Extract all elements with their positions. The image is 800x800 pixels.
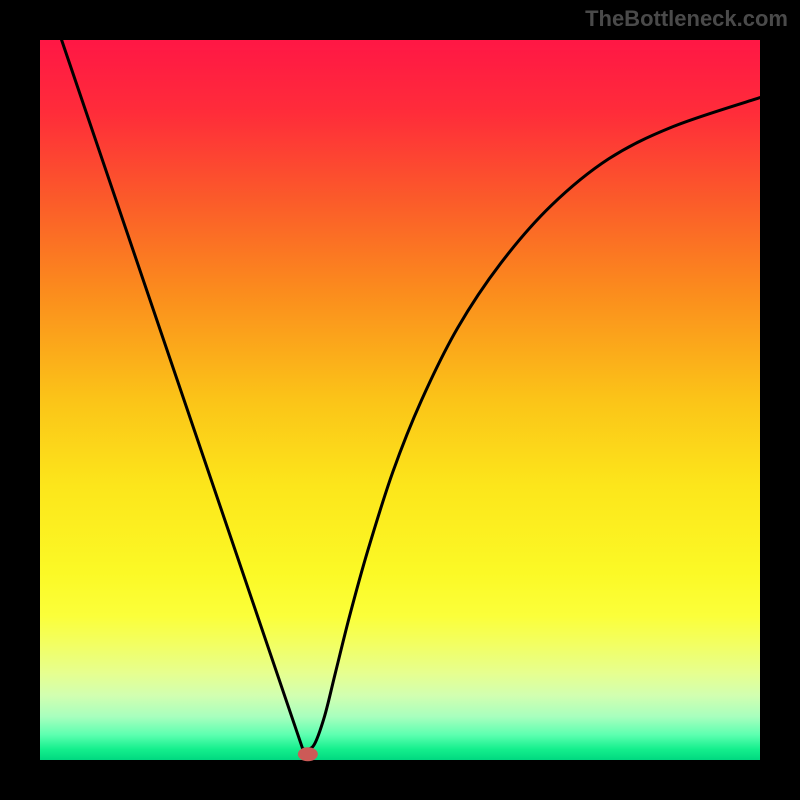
watermark-text: TheBottleneck.com <box>585 6 788 32</box>
optimal-point-marker <box>298 747 318 761</box>
bottleneck-chart-svg <box>0 0 800 800</box>
chart-frame: TheBottleneck.com <box>0 0 800 800</box>
plot-area <box>40 40 760 760</box>
